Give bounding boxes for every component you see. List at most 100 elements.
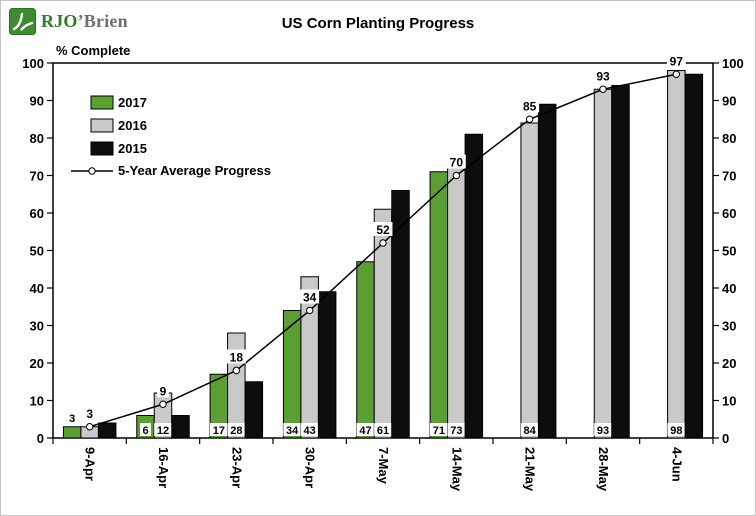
y-tick-label-left: 40 bbox=[30, 281, 44, 296]
y-tick-label-right: 30 bbox=[722, 319, 736, 334]
data-label-bg bbox=[154, 423, 172, 436]
line-marker bbox=[525, 115, 534, 123]
data-label-bg bbox=[447, 423, 466, 436]
data-label-bg bbox=[594, 423, 612, 436]
bars-2016: 12 28 43 61 73 84 93 98 bbox=[80, 70, 686, 439]
data-label-bg bbox=[593, 68, 613, 83]
data-label: 47 bbox=[359, 425, 371, 437]
bar-2016-4-Jun bbox=[667, 70, 686, 439]
chart-title: US Corn Planting Progress bbox=[281, 15, 475, 32]
y-tick-label-right: 80 bbox=[722, 131, 736, 146]
line-marker bbox=[452, 171, 461, 180]
data-label-bg bbox=[83, 405, 96, 420]
line-5yr-average: 3 9 18 34 52 70 85 93 97 bbox=[83, 53, 686, 431]
data-label: 93 bbox=[597, 425, 609, 437]
data-label: 85 bbox=[523, 99, 537, 113]
rjobrien-logo: RJO’Brien bbox=[9, 8, 128, 35]
y-axis-title: % Complete bbox=[56, 43, 131, 58]
data-label-bg bbox=[210, 423, 228, 436]
x-tick-label: 28-May bbox=[596, 447, 611, 492]
data-label-bg bbox=[300, 289, 320, 304]
data-label-bg bbox=[373, 222, 393, 236]
bar-2016-21-May bbox=[520, 122, 539, 439]
data-label: 70 bbox=[450, 156, 464, 170]
logo-text: RJO’Brien bbox=[41, 11, 128, 32]
x-axis: 9-Apr 16-Apr 23-Apr 30-Apr 7-May 14-May 21-May… bbox=[52, 438, 714, 492]
data-label: 52 bbox=[376, 223, 390, 237]
legend-swatch-2017 bbox=[90, 95, 114, 110]
legend-swatch-2015 bbox=[90, 141, 114, 156]
y-tick-label-left: 0 bbox=[37, 431, 44, 446]
x-tick-label: 9-Apr bbox=[83, 447, 98, 481]
bar-2016-28-May bbox=[593, 88, 613, 439]
rjobrien-logo-icon bbox=[9, 8, 36, 35]
legend-line-marker bbox=[88, 167, 96, 175]
data-label-bg bbox=[140, 423, 151, 436]
data-label: 84 bbox=[524, 425, 537, 437]
bar-2017-14-May bbox=[429, 171, 449, 439]
bar-2015-4-Jun bbox=[684, 73, 704, 439]
data-label: 6 bbox=[142, 425, 148, 437]
data-label-bg bbox=[226, 349, 246, 364]
y-tick-label-left: 30 bbox=[30, 319, 44, 334]
data-label: 12 bbox=[157, 425, 169, 437]
data-label: 17 bbox=[213, 425, 225, 437]
logo-text-primary: RJO bbox=[41, 11, 78, 31]
x-tick-label: 30-Apr bbox=[303, 447, 318, 488]
x-tick-label: 21-May bbox=[523, 447, 538, 492]
bar-2016-14-May bbox=[447, 163, 466, 439]
bars-2015 bbox=[97, 73, 704, 439]
line-marker bbox=[599, 85, 607, 93]
legend-label-2015: 2015 bbox=[118, 141, 147, 156]
bar-2015-7-May bbox=[391, 190, 410, 439]
bar-2015-23-Apr bbox=[244, 381, 264, 439]
y-tick-label-left: 90 bbox=[30, 94, 44, 109]
y-tick-label-right: 100 bbox=[722, 56, 744, 71]
data-label-bg bbox=[283, 423, 301, 436]
y-axis: 0 0 10 10 20 20 30 30 40 40 50 50 60 60 70 70 80 80 90 90 10… bbox=[22, 56, 743, 446]
data-label: 34 bbox=[303, 291, 317, 305]
data-label: 93 bbox=[596, 69, 610, 83]
x-tick-label: 16-Apr bbox=[156, 447, 171, 488]
legend-swatch-2016 bbox=[90, 118, 114, 133]
line-marker bbox=[305, 306, 314, 315]
bar-2015-16-Apr bbox=[171, 415, 190, 439]
y-tick-label-left: 50 bbox=[30, 244, 44, 259]
data-label: 61 bbox=[377, 425, 389, 437]
data-label: 97 bbox=[670, 54, 684, 68]
data-label: 28 bbox=[230, 425, 242, 437]
data-label-bg bbox=[430, 423, 448, 436]
x-tick-label: 23-Apr bbox=[229, 447, 244, 488]
bar-2017-7-May bbox=[356, 261, 375, 439]
legend: 2017 2016 2015 5-Year Average Progress bbox=[71, 95, 271, 178]
y-tick-label-right: 70 bbox=[722, 169, 736, 184]
x-tick-label: 4-Jun bbox=[669, 447, 684, 482]
data-label: 73 bbox=[450, 425, 462, 437]
data-label-bg bbox=[667, 423, 686, 436]
y-tick-label-left: 80 bbox=[30, 131, 44, 146]
y-tick-label-left: 20 bbox=[30, 356, 44, 371]
x-tick-label: 7-May bbox=[376, 447, 391, 485]
data-label-bg bbox=[227, 423, 246, 436]
bar-2015-9-Apr bbox=[97, 422, 117, 439]
bar-2015-14-May bbox=[464, 133, 484, 439]
bar-2016-23-Apr bbox=[227, 332, 246, 439]
line-marker bbox=[85, 423, 94, 431]
bar-2017-9-Apr bbox=[62, 426, 82, 439]
data-label-bg bbox=[374, 423, 392, 436]
y-tick-label-left: 70 bbox=[30, 169, 44, 184]
data-label-bg bbox=[300, 423, 319, 436]
line-marker bbox=[159, 400, 167, 408]
bar-2015-30-Apr bbox=[317, 291, 337, 439]
data-label: 43 bbox=[304, 425, 316, 437]
y-tick-label-right: 0 bbox=[722, 431, 729, 446]
data-label-bg bbox=[520, 423, 539, 436]
y-tick-label-right: 40 bbox=[722, 281, 736, 296]
y-tick-label-right: 20 bbox=[722, 356, 736, 371]
y-tick-label-right: 50 bbox=[722, 244, 736, 259]
y-tick-label-right: 60 bbox=[722, 206, 736, 221]
bar-2015-21-May bbox=[537, 103, 557, 439]
data-label-bg bbox=[520, 98, 540, 113]
